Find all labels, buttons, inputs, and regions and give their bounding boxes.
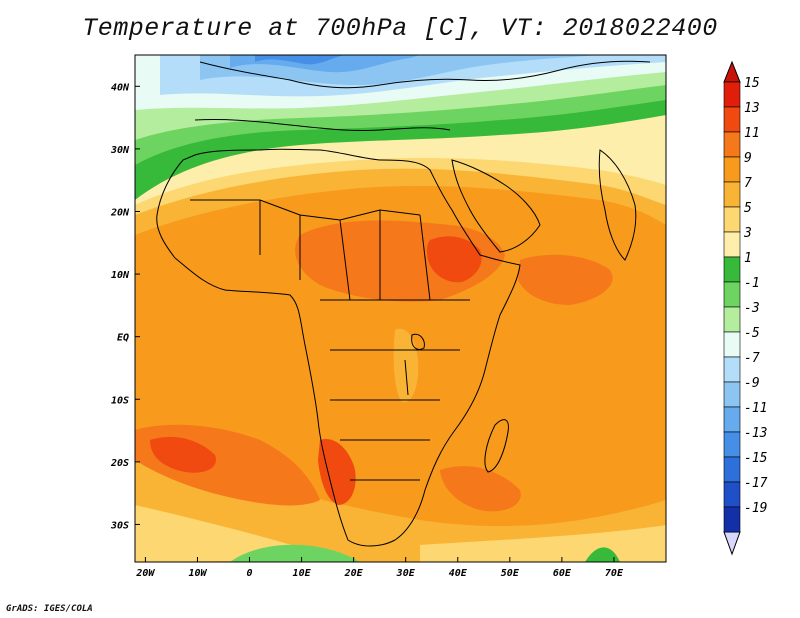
field-north-deepest-blue bbox=[255, 55, 345, 65]
lat-tick-label: 10S bbox=[111, 395, 129, 406]
lon-tick-label: 50E bbox=[501, 568, 520, 579]
colorbar: 15 13 11 9 7 5 3 1 -1 -3 -5 -7 -9 -11 -13 -15 -17 -19 bbox=[723, 60, 768, 556]
colorbar-label: -17 bbox=[744, 476, 768, 491]
colorbar-swatch bbox=[723, 281, 741, 308]
field-south-light-orange bbox=[135, 440, 666, 562]
madagascar-coastline bbox=[484, 419, 509, 473]
lat-tick-label: 10N bbox=[111, 270, 130, 281]
colorbar-under-arrow bbox=[723, 531, 741, 556]
lat-tick-label: 20N bbox=[110, 207, 130, 218]
india-coastline bbox=[598, 149, 637, 261]
colorbar-label: 1 bbox=[744, 251, 752, 266]
lake-tanganyika bbox=[404, 359, 409, 396]
mediterranean-coast bbox=[194, 118, 451, 132]
map-title: Temperature at 700hPa [C], VT: 201802240… bbox=[82, 14, 718, 43]
field-warm-core-mozambique bbox=[440, 466, 521, 512]
grads-credit: GrADS: IGES/COLA bbox=[6, 604, 93, 614]
lon-tick-label: 20W bbox=[135, 568, 155, 579]
colorbar-swatch bbox=[723, 106, 741, 133]
colorbar-label: -19 bbox=[744, 501, 767, 516]
colorbar-label: 3 bbox=[743, 226, 752, 241]
lat-tick-label: EQ bbox=[117, 333, 129, 344]
lon-tick-label: 0 bbox=[247, 568, 253, 579]
field-hot-core-south bbox=[150, 436, 216, 473]
country-borders bbox=[190, 199, 470, 481]
colorbar-label: -15 bbox=[744, 451, 768, 466]
lat-tick-label: 30S bbox=[110, 520, 129, 531]
lon-tick-label: 30E bbox=[396, 568, 416, 579]
colorbar-swatch bbox=[723, 431, 741, 458]
colorbar-label: -1 bbox=[744, 276, 760, 291]
colorbar-label: 5 bbox=[744, 201, 752, 216]
europe-coastline bbox=[199, 60, 651, 89]
colorbar-swatch bbox=[723, 81, 741, 108]
colorbar-swatch bbox=[723, 356, 741, 383]
colorbar-label: 11 bbox=[744, 126, 760, 141]
colorbar-swatch bbox=[723, 156, 741, 183]
colorbar-label: -3 bbox=[744, 301, 760, 316]
field-south-green bbox=[230, 544, 360, 562]
field-warm-core-namibia bbox=[318, 439, 356, 505]
field-south-green-2 bbox=[585, 547, 620, 562]
lon-tick-label: 20E bbox=[344, 568, 364, 579]
colorbar-label: -13 bbox=[744, 426, 767, 441]
lake-victoria bbox=[411, 333, 425, 350]
colorbar-swatch bbox=[723, 256, 741, 283]
lon-tick-label: 70E bbox=[605, 568, 624, 579]
colorbar-swatch bbox=[723, 481, 741, 508]
coastlines bbox=[156, 60, 651, 547]
temperature-field bbox=[135, 55, 666, 562]
field-warm-core-indian-ocean bbox=[518, 254, 613, 305]
plot-frame bbox=[134, 54, 667, 563]
colorbar-label: -9 bbox=[744, 376, 760, 391]
lon-tick-label: 10E bbox=[293, 568, 312, 579]
colorbar-label: 15 bbox=[744, 76, 760, 91]
lon-tick-label: 40E bbox=[449, 568, 468, 579]
arabia-coastline bbox=[451, 159, 541, 253]
colorbar-swatch bbox=[723, 231, 741, 258]
colorbar-label: 13 bbox=[744, 101, 760, 116]
colorbar-swatch bbox=[723, 506, 741, 533]
lat-tick-label: 30N bbox=[110, 145, 130, 156]
colorbar-swatch bbox=[723, 181, 741, 208]
lon-tick-label: 60E bbox=[553, 568, 572, 579]
colorbar-label: -11 bbox=[744, 401, 767, 416]
colorbar-swatch bbox=[723, 381, 741, 408]
colorbar-label: 7 bbox=[744, 176, 752, 191]
colorbar-label: -5 bbox=[744, 326, 760, 341]
colorbar-label: -7 bbox=[744, 351, 760, 366]
field-hot-core-ethiopia bbox=[426, 236, 482, 283]
colorbar-swatch bbox=[723, 306, 741, 333]
lat-tick-label: 20S bbox=[110, 458, 129, 469]
lon-tick-label: 10W bbox=[188, 568, 207, 579]
colorbar-over-arrow bbox=[723, 60, 741, 83]
lat-tick-label: 40N bbox=[111, 82, 130, 93]
colorbar-swatch bbox=[723, 406, 741, 433]
latitude-axis: 40N 30N 20N 10N EQ 10S 20S 30S bbox=[110, 82, 140, 531]
field-cool-core-highlands bbox=[393, 328, 419, 403]
colorbar-swatch bbox=[723, 206, 741, 233]
longitude-axis: 20W 10W 0 10E 20E 30E 40E 50E 60E 70E bbox=[135, 557, 624, 579]
colorbar-swatch bbox=[723, 331, 741, 358]
colorbar-label: 9 bbox=[744, 151, 752, 166]
colorbar-swatch bbox=[723, 456, 741, 483]
africa-coastline bbox=[156, 148, 521, 547]
colorbar-swatch bbox=[723, 131, 741, 158]
